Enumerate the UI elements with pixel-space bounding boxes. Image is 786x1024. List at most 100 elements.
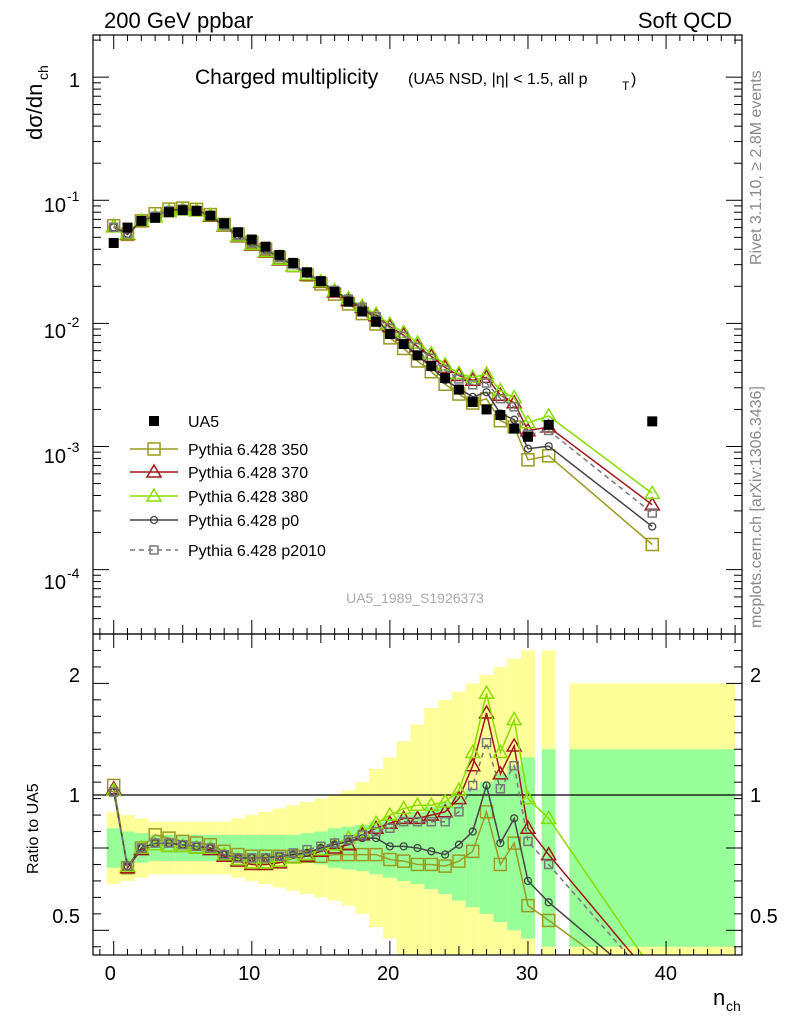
x-axis-title-main: n	[713, 985, 725, 1010]
ratio-point-s370	[492, 765, 509, 780]
ratio-band-inner	[479, 782, 494, 914]
ratio-tick-label: 2	[69, 665, 80, 687]
chart-subtitle-close: )	[631, 71, 636, 88]
legend-label-data: UA5	[188, 414, 219, 431]
legend-marker-s380	[145, 487, 163, 502]
data-point	[343, 296, 354, 307]
data-point	[122, 222, 133, 233]
ratio-tick-label-right: 0.5	[750, 906, 778, 928]
header-left: 200 GeV ppbar	[104, 8, 253, 33]
ratio-tick-label: 0.5	[52, 906, 80, 928]
data-point	[412, 350, 423, 361]
series-point-sp0	[482, 388, 491, 397]
data-point	[205, 210, 216, 221]
ratio-band-inner	[438, 801, 453, 895]
data-point	[274, 249, 285, 260]
ratio-point-s370	[478, 704, 495, 719]
series-point-sp0	[510, 415, 519, 424]
axis-ticks	[93, 35, 742, 955]
header-right: Soft QCD	[638, 8, 732, 33]
ratio-point-s350	[493, 857, 508, 872]
ratio-point-s380	[423, 796, 440, 811]
ratio-point-sp0	[427, 847, 436, 856]
ratio-point-sp2010	[412, 816, 423, 827]
ratio-point-sp2010	[136, 843, 147, 853]
ratio-point-sp0	[544, 898, 553, 907]
data-point	[453, 384, 464, 395]
ratio-tick-label: 1	[69, 785, 80, 807]
y-axis-title-main: dσ/dn	[22, 84, 47, 140]
ratio-series-layer	[105, 684, 658, 1002]
ratio-point-s350	[203, 837, 218, 852]
ratio-point-sp2010	[343, 835, 354, 845]
series-point-sp2010	[108, 222, 119, 233]
ratio-point-s350	[410, 857, 425, 872]
y-tick-exponent: -1	[67, 188, 80, 204]
series-point-sp0	[523, 444, 533, 453]
ratio-band-inner	[493, 773, 508, 923]
data-point	[315, 276, 326, 287]
ratio-point-sp0	[649, 986, 656, 993]
legend-label-p2010: Pythia 6.428 p2010	[188, 543, 326, 560]
ratio-point-s350	[646, 990, 658, 1002]
chart-subtitle: (UA5 NSD, |η| < 1.5, all p	[408, 71, 588, 88]
legend-label-380: Pythia 6.428 380	[188, 489, 308, 506]
ratio-point-s370	[423, 806, 440, 821]
series-point-s380	[519, 414, 537, 429]
ratio-point-s350	[176, 834, 190, 849]
ratio-point-s380	[464, 744, 482, 759]
data-point	[495, 410, 506, 421]
ratio-point-sp2010	[302, 844, 312, 855]
ratio-point-sp0	[482, 781, 491, 790]
side-label-rivet: Rivet 3.1.10, ≥ 2.8M events	[748, 70, 765, 265]
ratio-point-sp2010	[371, 826, 381, 837]
ratio-point-s380	[395, 800, 412, 815]
data-point	[150, 212, 161, 223]
data-point	[163, 207, 174, 218]
ratio-point-s350	[541, 913, 556, 928]
ratio-tick-label-right: 1	[750, 785, 761, 807]
data-point	[191, 205, 202, 216]
ratio-point-s370	[436, 803, 454, 818]
data-point	[108, 237, 119, 248]
ratio-point-s380	[519, 790, 537, 805]
x-tick-label: 40	[655, 963, 677, 985]
y-tick-label: 1	[69, 70, 80, 92]
data-point	[246, 234, 257, 245]
y-tick-label: 10	[44, 321, 66, 343]
series-point-sp0	[544, 442, 553, 451]
series-point-s370	[643, 496, 661, 511]
y-tick-label: 10	[44, 446, 66, 468]
ratio-point-sp0	[523, 876, 533, 886]
ratio-point-sp2010	[385, 823, 395, 833]
ratio-axis-title: Ratio to UA5	[25, 783, 42, 874]
data-point	[467, 396, 478, 407]
ratio-bands	[106, 650, 736, 955]
data-point	[398, 339, 409, 350]
ratio-point-sp0	[510, 814, 519, 823]
ratio-point-sp2010	[288, 848, 298, 858]
y-axis-title: dσ/dn ch	[22, 65, 51, 140]
ratio-band-inner	[465, 788, 480, 908]
chart-title: Charged multiplicity	[195, 66, 379, 89]
ratio-point-s370	[450, 790, 468, 805]
ratio-point-sp2010	[260, 853, 271, 863]
y-tick-label: 10	[44, 195, 66, 217]
data-point	[647, 416, 658, 427]
y-tick-exponent: -4	[67, 565, 80, 581]
series-point-s380	[492, 382, 509, 397]
ratio-point-sp2010	[398, 816, 409, 827]
ratio-point-sp2010	[191, 841, 202, 852]
series-point-sp0	[648, 522, 657, 531]
series-point-s350	[645, 537, 659, 552]
x-tick-label: 20	[377, 963, 399, 985]
ratio-point-sp2010	[495, 783, 506, 794]
ratio-point-sp2010	[247, 853, 257, 863]
ratio-point-s350	[452, 854, 466, 868]
ratio-point-sp2010	[440, 816, 450, 827]
data-point	[232, 227, 243, 238]
series-point-s380	[450, 365, 468, 380]
ratio-point-s380	[367, 814, 385, 830]
ratio-point-sp2010	[467, 780, 478, 791]
